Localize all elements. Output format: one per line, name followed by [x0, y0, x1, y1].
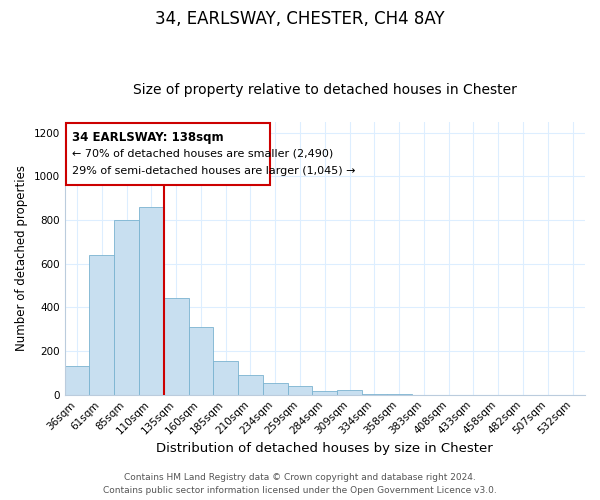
- Text: 34 EARLSWAY: 138sqm: 34 EARLSWAY: 138sqm: [72, 132, 224, 144]
- Text: 34, EARLSWAY, CHESTER, CH4 8AY: 34, EARLSWAY, CHESTER, CH4 8AY: [155, 10, 445, 28]
- Bar: [139, 207, 164, 394]
- Bar: [337, 390, 362, 394]
- Text: Contains HM Land Registry data © Crown copyright and database right 2024.
Contai: Contains HM Land Registry data © Crown c…: [103, 473, 497, 495]
- X-axis label: Distribution of detached houses by size in Chester: Distribution of detached houses by size …: [157, 442, 493, 455]
- Bar: [164, 298, 188, 394]
- Bar: [114, 220, 139, 394]
- Bar: [188, 327, 214, 394]
- Bar: [287, 386, 313, 394]
- Text: ← 70% of detached houses are smaller (2,490): ← 70% of detached houses are smaller (2,…: [72, 149, 334, 159]
- FancyBboxPatch shape: [66, 123, 271, 185]
- Bar: [238, 375, 263, 394]
- Bar: [214, 361, 238, 394]
- Bar: [65, 366, 89, 394]
- Text: 29% of semi-detached houses are larger (1,045) →: 29% of semi-detached houses are larger (…: [72, 166, 356, 176]
- Bar: [263, 384, 287, 394]
- Y-axis label: Number of detached properties: Number of detached properties: [15, 166, 28, 352]
- Title: Size of property relative to detached houses in Chester: Size of property relative to detached ho…: [133, 83, 517, 97]
- Bar: [313, 392, 337, 394]
- Bar: [89, 255, 114, 394]
